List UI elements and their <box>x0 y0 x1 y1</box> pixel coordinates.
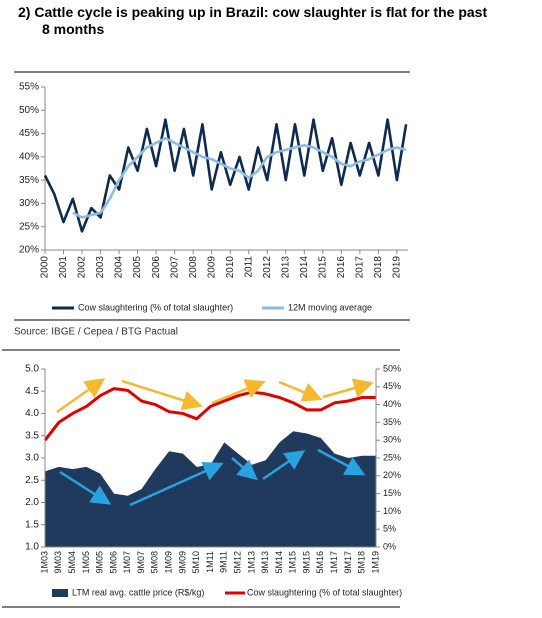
x-tick-label: 2003 <box>95 256 106 279</box>
x-tick-label: 2017 <box>354 256 365 279</box>
y-tick-label: 5.0 <box>25 364 39 375</box>
y2-tick-label: 15% <box>383 488 401 498</box>
y2-tick-label: 50% <box>383 363 401 373</box>
y-tick-label: 45% <box>19 128 39 139</box>
arrow <box>211 379 266 405</box>
y-tick-label: 25% <box>19 221 39 232</box>
y2-tick-label: 30% <box>383 435 401 445</box>
series-line <box>43 118 408 233</box>
legend-swatch <box>52 589 68 597</box>
x-tick-label: 2014 <box>299 256 310 279</box>
arrow <box>231 457 258 481</box>
x-tick-label: 2015 <box>317 256 328 279</box>
x-tick-label: 2001 <box>58 256 69 279</box>
y2-tick-label: 20% <box>383 470 401 480</box>
y-tick-label: 20% <box>19 245 39 256</box>
y2-tick-label: 5% <box>383 524 396 534</box>
y2-tick-label: 10% <box>383 506 401 516</box>
y-tick-label: 2.0 <box>25 497 39 508</box>
x-tick-label: 9M07 <box>136 551 146 574</box>
x-tick-label: 2010 <box>225 256 236 279</box>
x-tick-label: 9M17 <box>343 551 353 574</box>
y-tick-label: 40% <box>19 151 39 162</box>
x-tick-label: 1M13 <box>246 551 256 574</box>
x-tick-label: 2009 <box>206 256 217 279</box>
x-tick-label: 2007 <box>169 256 180 279</box>
legend-label: 12M moving average <box>288 302 372 312</box>
x-tick-label: 2016 <box>336 256 347 279</box>
arrow <box>56 378 106 414</box>
x-tick-label: 5M04 <box>67 551 77 574</box>
y-tick-label: 55% <box>19 82 39 93</box>
y-tick-label: 3.0 <box>25 453 39 464</box>
x-tick-label: 1M15 <box>288 551 298 574</box>
x-tick-label: 2006 <box>151 256 162 279</box>
heading: 8 months <box>42 21 104 37</box>
arrow <box>317 448 366 476</box>
x-tick-label: 5M12 <box>232 551 242 574</box>
y-tick-label: 1.0 <box>25 542 39 553</box>
y-tick-label: 1.5 <box>25 519 39 530</box>
y-tick-label: 35% <box>19 175 39 186</box>
y2-tick-label: 40% <box>383 399 401 409</box>
arrow <box>121 379 203 411</box>
x-tick-label: 2000 <box>40 256 51 279</box>
x-tick-label: 9M15 <box>301 551 311 574</box>
x-tick-label: 2013 <box>280 256 291 279</box>
arrow <box>278 380 323 402</box>
x-tick-label: 5M16 <box>315 551 325 574</box>
legend-label: Cow slaughtering (% of total slaughter) <box>247 587 402 597</box>
heading-line: 2) Cattle cycle is peaking up in Brazil:… <box>18 4 487 20</box>
x-tick-label: 1M03 <box>39 551 49 574</box>
y2-tick-label: 0% <box>383 541 396 551</box>
y-tick-label: 30% <box>19 198 39 209</box>
x-tick-label: 2011 <box>243 256 254 278</box>
trend-arrows <box>56 378 374 507</box>
source: Source: IBGE / Cepea / BTG Pactual <box>14 327 178 338</box>
arrow <box>59 470 112 505</box>
x-tick-label: 1M07 <box>122 551 132 574</box>
x-tick-label: 2008 <box>188 256 199 279</box>
x-tick-label: 5M10 <box>191 551 201 574</box>
series-line <box>72 136 407 219</box>
x-tick-label: 1M09 <box>164 551 174 574</box>
x-tick-label: 5M08 <box>150 551 160 574</box>
arrow <box>262 450 306 481</box>
x-tick-label: 9M03 <box>53 551 63 574</box>
heading-line: 8 months <box>42 21 104 37</box>
legend-label: LTM real avg. cattle price (R$/kg) <box>72 587 204 597</box>
x-tick-label: 5M14 <box>274 551 284 574</box>
x-tick-label: 1M19 <box>370 551 380 574</box>
y-tick-label: 50% <box>19 105 39 116</box>
arrow <box>129 462 224 507</box>
x-tick-label: 9M13 <box>260 551 270 574</box>
x-tick-label: 1M11 <box>205 551 215 573</box>
y-tick-label: 2.5 <box>25 475 39 486</box>
y-tick-label: 3.5 <box>25 430 39 441</box>
x-tick-label: 5M06 <box>108 551 118 574</box>
x-tick-label: 2005 <box>132 256 143 279</box>
x-tick-label: 9M09 <box>177 551 187 574</box>
x-tick-label: 2018 <box>373 256 384 279</box>
arrow <box>322 378 374 399</box>
y2-tick-label: 45% <box>383 381 401 391</box>
x-tick-label: 2019 <box>392 256 403 279</box>
x-tick-label: 9M11 <box>219 551 229 573</box>
x-tick-label: 2004 <box>114 256 125 279</box>
x-tick-label: 1M05 <box>81 551 91 574</box>
x-tick-label: 2002 <box>77 256 88 279</box>
legend-label: Cow slaughtering (% of total slaughter) <box>78 302 233 312</box>
y2-tick-label: 25% <box>383 452 401 462</box>
x-tick-label: 9M05 <box>95 551 105 574</box>
area <box>45 431 376 547</box>
y-tick-label: 4.5 <box>25 386 39 397</box>
y2-tick-label: 35% <box>383 417 401 427</box>
x-tick-label: 5M18 <box>357 551 367 574</box>
x-tick-label: 1M17 <box>329 551 339 574</box>
x-tick-label: 2012 <box>262 256 273 279</box>
y-tick-label: 4.0 <box>25 408 39 419</box>
heading: 2) Cattle cycle is peaking up in Brazil:… <box>18 4 487 20</box>
